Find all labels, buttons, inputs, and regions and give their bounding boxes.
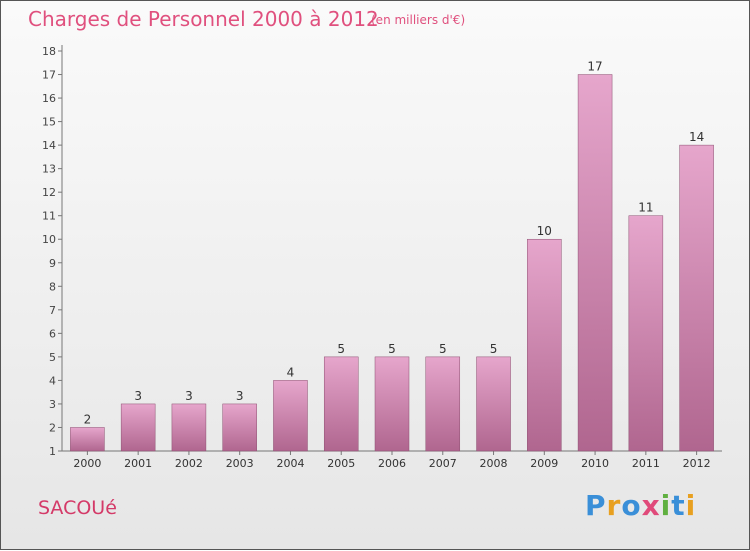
y-tick-label: 12 [42,186,56,199]
bar [425,356,461,452]
x-tick-label: 2011 [632,457,660,470]
logo-letter: r [606,489,622,522]
bar [120,403,156,452]
y-tick-label: 13 [42,163,56,176]
chart-bars [70,74,714,452]
bar-value-label: 5 [439,342,447,356]
chart-subtitle: (en milliers d'€) [371,13,466,27]
bar-value-label: 3 [185,389,193,403]
bar [222,403,257,452]
y-tick-label: 5 [49,351,56,364]
bar-value-label: 2 [84,412,92,426]
x-tick-label: 2002 [175,457,203,470]
y-tick-label: 15 [42,116,56,129]
bar [171,403,207,452]
commune-name: SACOUé [38,497,117,519]
logo-letter: P [585,489,607,522]
y-tick-label: 8 [49,280,56,293]
x-tick-label: 2005 [327,457,355,470]
bar-value-label: 5 [388,342,396,356]
bar-value-label: 5 [337,342,345,356]
bar-value-label: 3 [236,389,244,403]
x-tick-label: 2001 [124,457,152,470]
bar [527,238,562,452]
y-tick-label: 9 [49,257,56,270]
bar-value-label: 5 [490,342,498,356]
bar [476,356,511,452]
y-tick-label: 18 [42,45,56,58]
x-tick-label: 2003 [226,457,254,470]
y-tick-label: 14 [42,139,56,152]
x-tick-label: 2000 [73,457,101,470]
bar [577,74,613,452]
x-tick-label: 2007 [429,457,457,470]
logo-letter: i [685,489,697,522]
y-tick-label: 3 [49,398,56,411]
y-tick-label: 1 [49,445,56,458]
y-tick-label: 17 [42,69,56,82]
x-tick-label: 2006 [378,457,406,470]
y-tick-label: 6 [49,327,56,340]
y-tick-label: 4 [49,374,56,387]
bar [323,356,359,452]
x-tick-label: 2008 [480,457,508,470]
y-tick-label: 2 [49,421,56,434]
chart-labels: 2 2000 3 2001 3 2002 3 2003 4 2004 5 2005 5 2006 5 2007… [73,60,710,470]
y-tick-label: 11 [42,210,56,223]
bar-value-label: 14 [689,130,704,144]
y-tick-label: 7 [49,304,56,317]
x-tick-label: 2010 [581,457,609,470]
logo-letter: o [621,489,642,522]
x-tick-label: 2009 [530,457,558,470]
logo-letter: i [660,489,672,522]
y-tick-label: 10 [42,233,56,246]
logo-letter: t [671,489,686,522]
proxiti-logo[interactable]: Proxiti [585,489,696,522]
bar-value-label: 17 [587,60,602,74]
logo-letter: x [641,489,661,522]
bar-value-label: 11 [638,201,653,215]
x-tick-label: 2012 [683,457,711,470]
bar-value-label: 10 [537,224,552,238]
bar [679,144,714,452]
bar-value-label: 3 [134,389,142,403]
bar [273,380,308,452]
chart-title: Charges de Personnel 2000 à 2012 [28,7,379,31]
y-tick-label: 16 [42,92,56,105]
bar [628,215,664,452]
x-tick-label: 2004 [276,457,304,470]
bar [374,356,410,452]
bar-value-label: 4 [287,365,295,379]
bar [70,427,105,452]
